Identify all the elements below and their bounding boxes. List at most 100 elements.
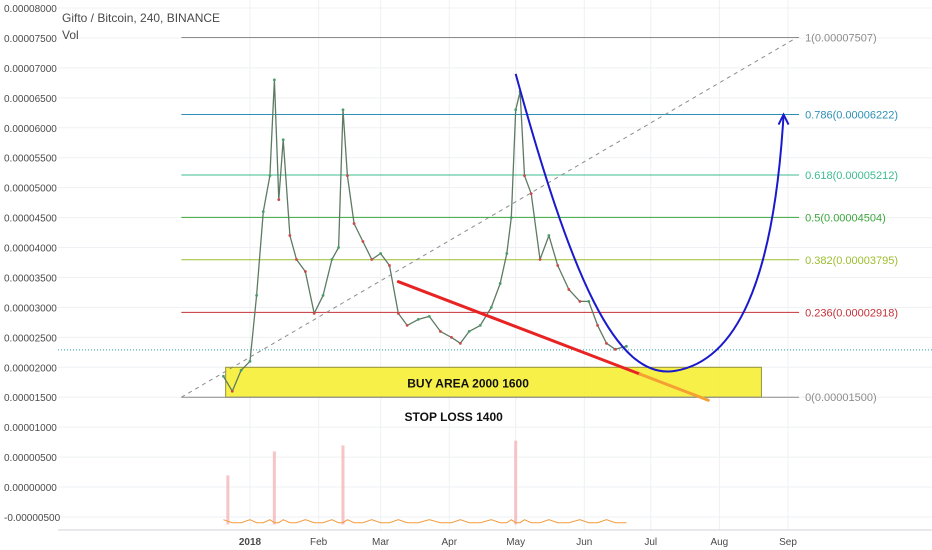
volume-bar bbox=[272, 451, 276, 525]
y-tick-label: 0.00000500 bbox=[4, 453, 57, 464]
price-point bbox=[405, 323, 409, 327]
price-point bbox=[567, 288, 571, 291]
volume-indicator-label: Vol bbox=[62, 28, 79, 42]
y-tick-label: 0.00007000 bbox=[4, 64, 57, 75]
price-point bbox=[230, 389, 234, 393]
price-point bbox=[337, 246, 340, 249]
price-point bbox=[281, 138, 285, 142]
price-point bbox=[272, 78, 276, 82]
price-point bbox=[514, 108, 518, 112]
y-tick-label: 0.00006000 bbox=[4, 124, 57, 135]
volume-bar bbox=[341, 445, 345, 525]
price-point bbox=[458, 341, 462, 345]
price-point bbox=[624, 344, 628, 348]
projection-arrowhead bbox=[777, 112, 790, 126]
fib-level-label: 0.786(0.00006222) bbox=[805, 109, 898, 121]
x-tick-label: Jul bbox=[644, 537, 657, 548]
price-point bbox=[303, 270, 307, 273]
y-tick-label: 0.00005000 bbox=[4, 184, 57, 195]
price-point bbox=[587, 300, 591, 303]
chart-legend: Gifto / Bitcoin, 240, BINANCE Vol bbox=[62, 10, 220, 44]
y-tick-label: 0.00006500 bbox=[4, 94, 57, 105]
dashed-trend-line bbox=[181, 37, 798, 398]
y-tick-label: 0.00004000 bbox=[4, 244, 57, 255]
price-point bbox=[605, 341, 608, 345]
x-tick-label: May bbox=[506, 537, 525, 548]
fib-level-label: 0(0.00001500) bbox=[805, 392, 877, 404]
fib-level-label: 0.236(0.00002918) bbox=[805, 307, 898, 319]
price-point bbox=[547, 234, 551, 237]
price-point bbox=[346, 174, 349, 178]
descending-trend-line bbox=[396, 280, 642, 376]
y-tick-label: 0.00004500 bbox=[4, 214, 57, 225]
fib-level-label: 0.618(0.00005212) bbox=[805, 170, 898, 182]
volume-moving-average bbox=[223, 519, 627, 524]
price-point bbox=[596, 323, 599, 327]
drawing-tools bbox=[181, 37, 798, 402]
price-point bbox=[498, 282, 502, 285]
price-point bbox=[489, 306, 493, 309]
y-tick-label: 0.00002500 bbox=[4, 333, 57, 344]
y-tick-label: 0.00008000 bbox=[4, 4, 57, 15]
price-point bbox=[578, 300, 582, 303]
price-point bbox=[352, 222, 356, 225]
price-point bbox=[370, 258, 374, 261]
price-point bbox=[268, 174, 272, 178]
y-tick-label: 0.00007500 bbox=[4, 34, 57, 45]
price-series bbox=[222, 78, 628, 393]
chart-title: Gifto / Bitcoin, 240, BINANCE bbox=[62, 11, 221, 25]
annotation-labels: BUY AREA 2000 1600 STOP LOSS 1400 bbox=[405, 376, 530, 424]
price-point bbox=[295, 258, 298, 261]
x-tick-label: Apr bbox=[441, 537, 457, 548]
x-tick-label: Feb bbox=[310, 537, 328, 548]
volume-bar bbox=[514, 440, 518, 525]
fib-level-label: 1(0.00007507) bbox=[805, 33, 877, 45]
fib-level-label: 0.5(0.00004504) bbox=[805, 212, 886, 224]
y-tick-label: 0.00001500 bbox=[4, 393, 57, 404]
price-point bbox=[321, 294, 325, 297]
price-point bbox=[379, 252, 383, 255]
y-axis: 0.00008000 0.00007500 0.00007000 0.00006500… bbox=[4, 4, 61, 524]
fib-level-label: 0.382(0.00003795) bbox=[805, 255, 898, 267]
y-tick-label: 0.00001000 bbox=[4, 423, 57, 434]
projection-curve bbox=[514, 73, 785, 373]
price-point bbox=[396, 312, 400, 315]
price-point bbox=[538, 258, 542, 261]
y-tick-label: -0.00000500 bbox=[4, 513, 61, 524]
price-point bbox=[239, 368, 243, 372]
price-point bbox=[439, 329, 442, 333]
price-point bbox=[388, 264, 391, 267]
price-point bbox=[523, 174, 526, 178]
x-tick-label: Mar bbox=[372, 537, 390, 548]
x-tick-label: Jun bbox=[576, 537, 592, 548]
price-point bbox=[288, 234, 292, 237]
price-point bbox=[613, 347, 617, 351]
price-point bbox=[312, 312, 316, 315]
price-point bbox=[330, 258, 334, 261]
price-point bbox=[222, 374, 225, 378]
price-point bbox=[341, 108, 345, 112]
x-tick-label: Sep bbox=[779, 537, 797, 548]
price-point bbox=[467, 329, 471, 333]
x-tick-label: 2018 bbox=[239, 537, 262, 548]
price-point bbox=[556, 264, 560, 267]
y-tick-label: 0.00000000 bbox=[4, 483, 57, 494]
price-point bbox=[277, 198, 281, 202]
price-point bbox=[529, 192, 533, 196]
price-point bbox=[261, 210, 265, 214]
y-tick-label: 0.00005500 bbox=[4, 154, 57, 165]
buy-area-label: BUY AREA 2000 1600 bbox=[407, 376, 529, 390]
y-tick-label: 0.00002000 bbox=[4, 363, 57, 374]
price-point bbox=[248, 359, 252, 363]
descending-trend-line-extension bbox=[638, 372, 710, 402]
price-point bbox=[427, 314, 431, 318]
price-point bbox=[450, 335, 453, 339]
price-point bbox=[509, 216, 513, 219]
x-tick-label: Aug bbox=[710, 537, 728, 548]
x-axis: 2018 Feb Mar Apr May Jun Jul Aug Sep bbox=[58, 529, 932, 548]
price-point bbox=[255, 294, 259, 297]
y-tick-label: 0.00003000 bbox=[4, 303, 57, 314]
